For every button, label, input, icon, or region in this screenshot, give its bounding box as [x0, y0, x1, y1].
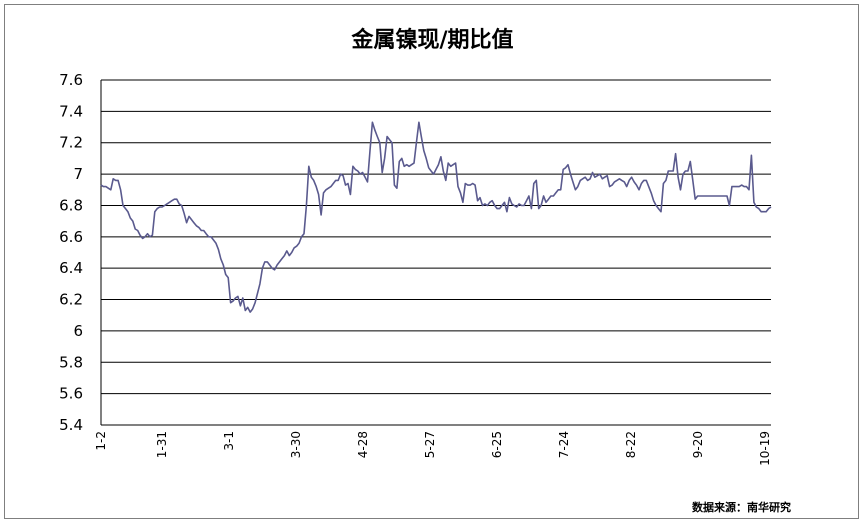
- x-tick-label: 8-22: [624, 431, 638, 458]
- x-tick-label: 1-2: [94, 431, 108, 451]
- x-tick-label: 5-27: [423, 431, 437, 458]
- x-tick-label: 1-31: [155, 431, 169, 458]
- y-tick-label: 6.6: [59, 228, 83, 246]
- y-tick-label: 7: [73, 165, 83, 183]
- x-tick-label: 7-24: [557, 431, 571, 458]
- y-tick-label: 6.4: [59, 259, 83, 277]
- x-tick-label: 3-1: [222, 431, 236, 451]
- y-tick-label: 7.4: [59, 102, 83, 120]
- data-source-note: 数据来源：南华研究: [692, 501, 791, 514]
- x-tick-label: 10-19: [758, 431, 772, 466]
- chart-frame: [4, 4, 859, 519]
- y-tick-label: 6.2: [59, 291, 83, 309]
- x-tick-label: 4-28: [356, 431, 370, 458]
- y-tick-label: 6.8: [59, 196, 83, 214]
- x-tick-label: 6-25: [490, 431, 504, 458]
- y-tick-labels: 7.6 7.4 7.2 7 6.8 6.6 6.4 6.2 6 5.8 5.6 5.4: [59, 71, 83, 434]
- series-line: [100, 121, 772, 313]
- y-tick-label: 5.6: [59, 385, 83, 403]
- y-tick-label: 7.6: [59, 71, 83, 89]
- x-tick-label: 3-30: [289, 431, 303, 458]
- y-tick-label: 5.4: [59, 416, 83, 434]
- x-tick-label: 9-20: [691, 431, 705, 458]
- grid-lines: [100, 79, 771, 426]
- y-tick-label: 7.2: [59, 134, 83, 152]
- chart-title: 金属镍现/期比值: [351, 28, 514, 53]
- y-tick-label: 5.8: [59, 353, 83, 371]
- y-tick-label: 6: [73, 322, 83, 340]
- x-tick-labels: 1-2 1-31 3-1 3-30 4-28 5-27 6-25 7-24 8-22 9-20 10…: [94, 431, 772, 466]
